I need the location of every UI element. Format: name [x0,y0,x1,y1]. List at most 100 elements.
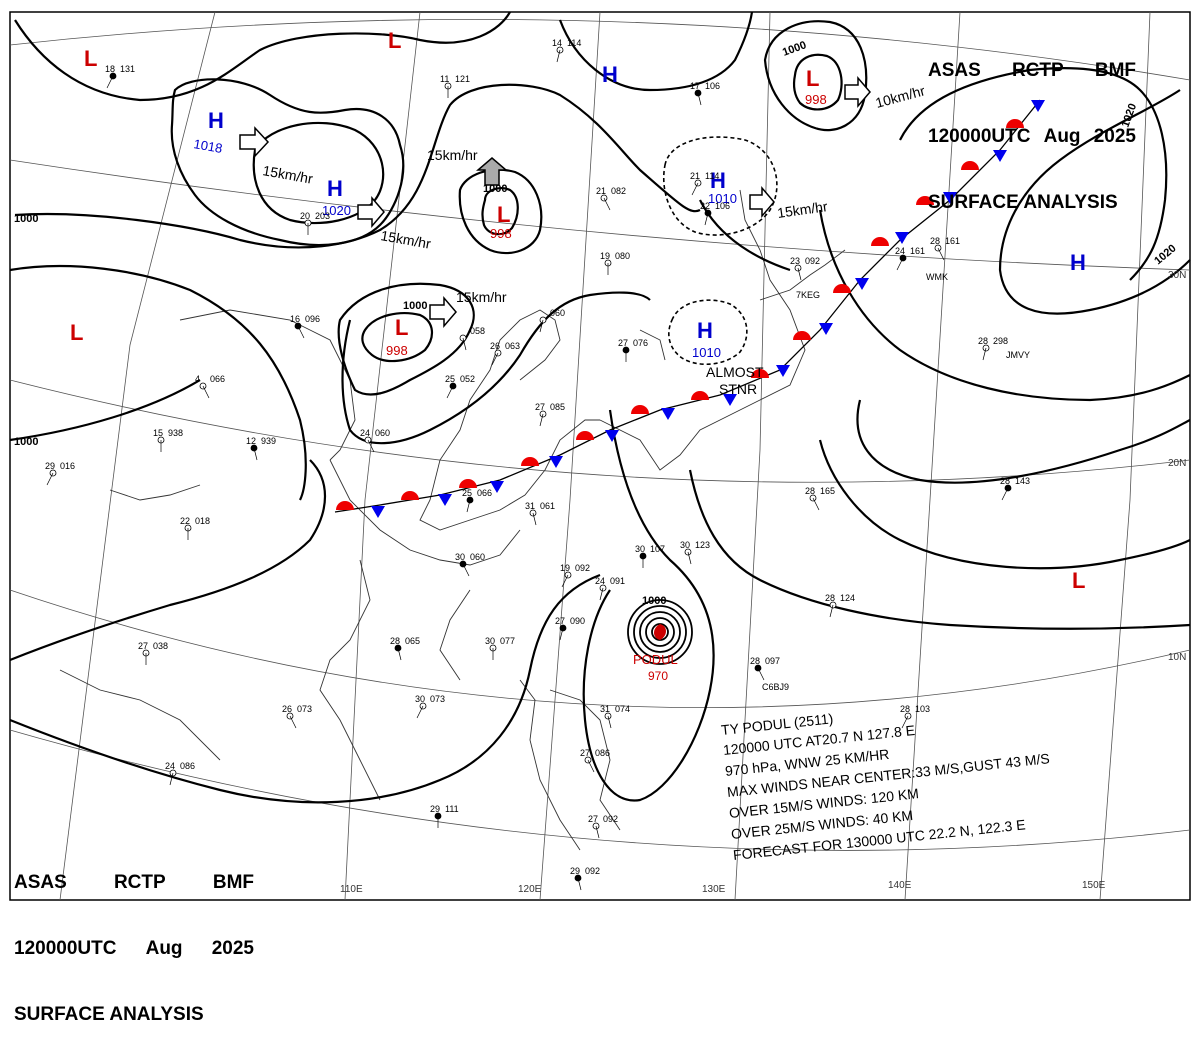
map-frame [9,11,1191,901]
header-agency: ASAS [928,60,981,81]
station-pressure: 107 [650,544,665,554]
station-plot: 31 074 [600,704,630,729]
high-value: 1010 [692,345,721,360]
wind-barb [539,413,544,427]
front-line [334,99,1041,513]
station-plot: 30 073 [415,694,445,719]
station-temp: 27 [535,402,545,412]
station-pressure: 086 [180,761,195,771]
station-plot: 4 066 [195,374,225,399]
wind-barb [561,574,569,588]
station-pressure: 063 [505,341,520,351]
station-temp: 28 [390,636,400,646]
cold-front-symbol [605,430,619,442]
header-office: BMF [1094,60,1136,81]
station-pressure: 121 [455,74,470,84]
station-temp: 30 [455,552,465,562]
station-temp: 27 [580,748,590,758]
low-center: L [84,46,97,71]
station-temp: 27 [618,338,628,348]
cold-front-symbol [819,323,833,335]
low-value: 998 [805,92,827,107]
pressure-centers: H 1018 H 1020 H H 1010 H 1010 H L L L 99… [70,28,1086,593]
front-note-line: STNR [719,381,757,397]
station-temp: 30 [485,636,495,646]
station-plot: 26 063 [490,341,520,366]
station-temp: 17 [690,81,700,91]
lon-label: 120E [518,884,542,895]
station-plot: 31 061 [525,501,555,526]
lon-label: 140E [888,880,912,891]
motion-label: 15km/hr [776,198,829,221]
station-temp: 28 [930,236,940,246]
station-pressure: 092 [585,866,600,876]
high-value: 1018 [192,136,223,156]
station-temp: 29 [570,866,580,876]
cold-front-symbol [723,394,737,406]
wind-barb [1001,487,1009,501]
station-plots: 18 131 14 114 11 121 17 106 21 082 21 114 22 106 19 080… [45,38,1030,891]
cold-front-symbol [490,481,504,493]
station-temp: 22 [180,516,190,526]
motion-label: 15km/hr [427,147,478,163]
high-center: H [327,176,343,201]
wind-barb [532,512,537,526]
station-pressure: 939 [261,436,276,446]
wind-barb [416,705,424,719]
station-plot: 29 092 [570,866,600,891]
station-pressure: 066 [477,488,492,498]
station-plot: 28 298 [978,336,1008,361]
station-plot: 30 107 [635,544,665,568]
station-temp: 23 [790,256,800,266]
station-pressure: 060 [550,308,565,318]
wind-barb [587,759,595,773]
weather-map: 15km/hr 15km/hr 15km/hr 15km/hr 15km/hr … [9,11,1191,901]
ship-id: 7KEG [796,290,820,300]
lat-label: 20N [1168,458,1186,469]
station-temp: 25 [462,488,472,498]
station-temp: 19 [600,251,610,261]
station-pressure: 096 [305,314,320,324]
header-year: 2025 [211,938,254,959]
station-temp: 20 [300,211,310,221]
station-pressure: 080 [615,251,630,261]
isobar-label: 1000 [14,213,38,225]
station-temp: 19 [560,563,570,573]
motion-label: 15km/hr [456,289,507,305]
station-temp: 12 [246,436,256,446]
wind-barb [691,182,699,196]
high-center: H [697,318,713,343]
typhoon-center: PODUL 970 [633,624,678,683]
station-pressure: 060 [375,428,390,438]
front-note: ALMOST STNR [706,364,764,397]
station-plot: 19 092 [560,563,590,588]
station-pressure: 086 [595,748,610,758]
header-agency: ASAS [14,872,67,893]
cold-front-symbol [549,456,563,468]
wind-barb [556,49,561,63]
station-plot: 29 111 [430,804,459,828]
station-temp: 21 [596,186,606,196]
station-plot: 28 143 [1000,476,1030,501]
wind-barb [687,551,692,565]
station-plot: 12 939 [246,436,276,461]
station-pressure: 092 [805,256,820,266]
typhoon-isobars [627,599,693,665]
typhoon-pressure-label: 970 [648,669,668,683]
header-year: 2025 [1093,126,1136,147]
wind-barb [289,715,297,729]
station-plot: 28 097 [750,656,780,681]
station-plot: 060 [539,308,565,333]
station-pressure: 092 [575,563,590,573]
station-plot: 19 080 [600,251,630,275]
wind-barb [106,75,114,89]
lon-label: 110E [340,884,363,895]
wind-barb [829,604,834,618]
wind-barb [46,472,54,486]
warm-front-symbol [1006,119,1024,128]
station-pressure: 097 [765,656,780,666]
station-temp: 30 [680,540,690,550]
station-temp: 16 [290,314,300,324]
station-pressure: 065 [405,636,420,646]
station-plot: 28 065 [390,636,420,661]
